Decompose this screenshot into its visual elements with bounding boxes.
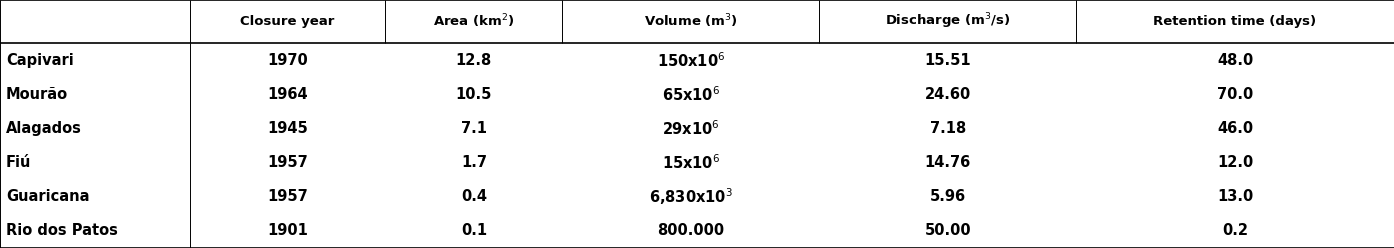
Text: Guaricana: Guaricana bbox=[6, 189, 89, 204]
Text: 7.18: 7.18 bbox=[930, 121, 966, 136]
Text: 29x10$^6$: 29x10$^6$ bbox=[662, 119, 719, 138]
Text: 800.000: 800.000 bbox=[658, 223, 725, 238]
Text: 12.8: 12.8 bbox=[456, 53, 492, 68]
Text: 65x10$^6$: 65x10$^6$ bbox=[662, 85, 719, 104]
Text: Fiú: Fiú bbox=[6, 155, 32, 170]
Text: 7.1: 7.1 bbox=[461, 121, 487, 136]
Text: 1970: 1970 bbox=[268, 53, 308, 68]
Text: 1945: 1945 bbox=[268, 121, 308, 136]
Text: 6,830x10$^3$: 6,830x10$^3$ bbox=[650, 186, 733, 207]
Text: Rio dos Patos: Rio dos Patos bbox=[6, 223, 118, 238]
Text: Mourão: Mourão bbox=[6, 87, 68, 102]
Text: 0.4: 0.4 bbox=[461, 189, 487, 204]
Text: 50.00: 50.00 bbox=[924, 223, 972, 238]
Text: 0.1: 0.1 bbox=[461, 223, 487, 238]
Text: 1957: 1957 bbox=[268, 189, 308, 204]
Text: Volume (m$^3$): Volume (m$^3$) bbox=[644, 13, 737, 31]
Text: 0.2: 0.2 bbox=[1223, 223, 1248, 238]
Text: 24.60: 24.60 bbox=[924, 87, 970, 102]
Text: 13.0: 13.0 bbox=[1217, 189, 1253, 204]
Text: Discharge (m$^3$/s): Discharge (m$^3$/s) bbox=[885, 12, 1011, 31]
Text: Area (km$^2$): Area (km$^2$) bbox=[434, 13, 514, 31]
Text: 10.5: 10.5 bbox=[456, 87, 492, 102]
Text: 48.0: 48.0 bbox=[1217, 53, 1253, 68]
Text: 1957: 1957 bbox=[268, 155, 308, 170]
Text: 1901: 1901 bbox=[266, 223, 308, 238]
Text: 12.0: 12.0 bbox=[1217, 155, 1253, 170]
Text: 150x10$^6$: 150x10$^6$ bbox=[657, 51, 725, 70]
Text: 46.0: 46.0 bbox=[1217, 121, 1253, 136]
Text: Alagados: Alagados bbox=[6, 121, 82, 136]
Text: Retention time (days): Retention time (days) bbox=[1153, 15, 1316, 28]
Text: 1964: 1964 bbox=[268, 87, 308, 102]
Text: Closure year: Closure year bbox=[240, 15, 335, 28]
Text: 1.7: 1.7 bbox=[461, 155, 487, 170]
Text: 14.76: 14.76 bbox=[924, 155, 970, 170]
Text: Capivari: Capivari bbox=[6, 53, 74, 68]
Text: 70.0: 70.0 bbox=[1217, 87, 1253, 102]
Text: 5.96: 5.96 bbox=[930, 189, 966, 204]
Text: 15x10$^6$: 15x10$^6$ bbox=[662, 154, 719, 172]
Text: 15.51: 15.51 bbox=[924, 53, 972, 68]
